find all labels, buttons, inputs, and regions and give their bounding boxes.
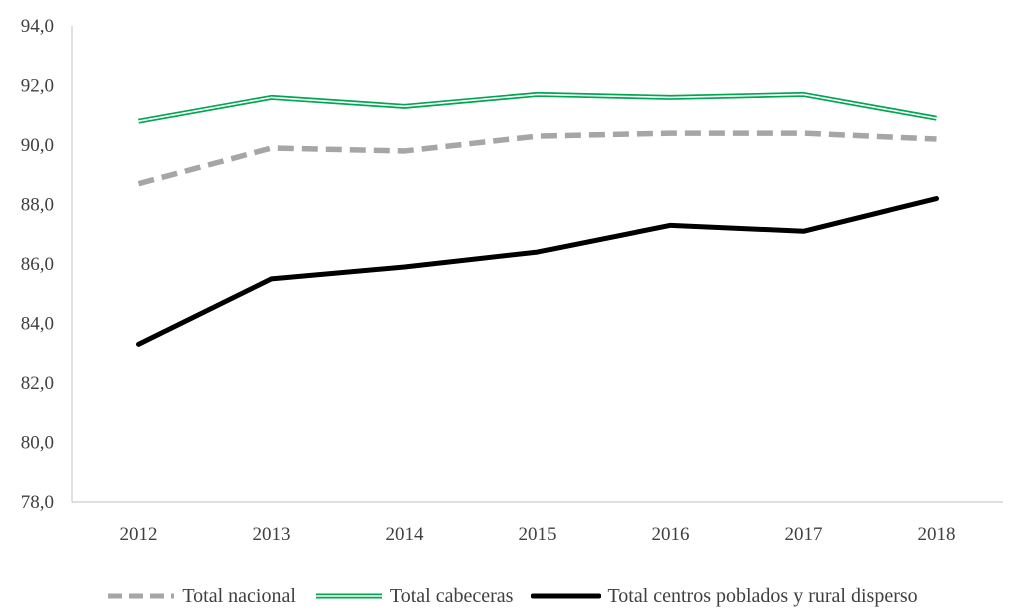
legend-swatch-solid-black: [531, 593, 602, 599]
legend-swatch-double-green: [315, 593, 382, 599]
legend-label-total-nacional: Total nacional: [182, 584, 296, 607]
series-line-total-cabeceras-inner: [138, 93, 937, 122]
x-tick-label: 2014: [386, 524, 425, 545]
legend-item-total-centros-poblados: Total centros poblados y rural disperso: [531, 584, 918, 608]
x-tick-label: 2018: [918, 524, 956, 545]
series-line-total-cabeceras: [138, 91, 937, 124]
line-chart: 78,0 80,0 82,0 84,0 86,0 88,0 90,0 92,0 94,0 201…: [21, 16, 1003, 545]
axes: [71, 26, 1003, 503]
y-tick-label: 78,0: [21, 492, 54, 513]
y-tick-label: 82,0: [21, 373, 54, 394]
legend-item-total-nacional: Total nacional: [106, 585, 296, 608]
x-tick-label: 2017: [785, 524, 823, 545]
legend-item-total-cabeceras: Total cabeceras: [314, 584, 514, 608]
legend-label-total-centros-poblados: Total centros poblados y rural disperso: [607, 584, 918, 607]
legend-label-total-cabeceras: Total cabeceras: [389, 584, 514, 607]
series-lines: [136, 91, 939, 347]
x-tick-label: 2013: [253, 524, 291, 545]
y-tick-label: 80,0: [21, 433, 54, 454]
x-tick-label: 2012: [120, 524, 158, 545]
y-tick-label: 88,0: [21, 195, 54, 216]
legend: Total nacional Total cabeceras Total cen…: [0, 583, 1024, 609]
y-axis-tick-labels: 78,0 80,0 82,0 84,0 86,0 88,0 90,0 92,0 94,0: [21, 16, 54, 513]
y-tick-label: 94,0: [21, 16, 54, 37]
y-tick-label: 92,0: [21, 76, 54, 97]
y-tick-label: 84,0: [21, 314, 54, 335]
y-tick-label: 86,0: [21, 254, 54, 275]
x-tick-label: 2015: [519, 524, 557, 545]
series-line-total-centros-poblados-y-rural-disperso: [136, 196, 939, 347]
y-tick-label: 90,0: [21, 135, 54, 156]
x-tick-label: 2016: [652, 524, 690, 545]
series-line-total-nacional: [137, 130, 937, 187]
x-axis-tick-labels: 2012 2013 2014 2015 2016 2017 2018: [120, 524, 956, 545]
legend-swatch-dashed-gray: [108, 593, 175, 599]
